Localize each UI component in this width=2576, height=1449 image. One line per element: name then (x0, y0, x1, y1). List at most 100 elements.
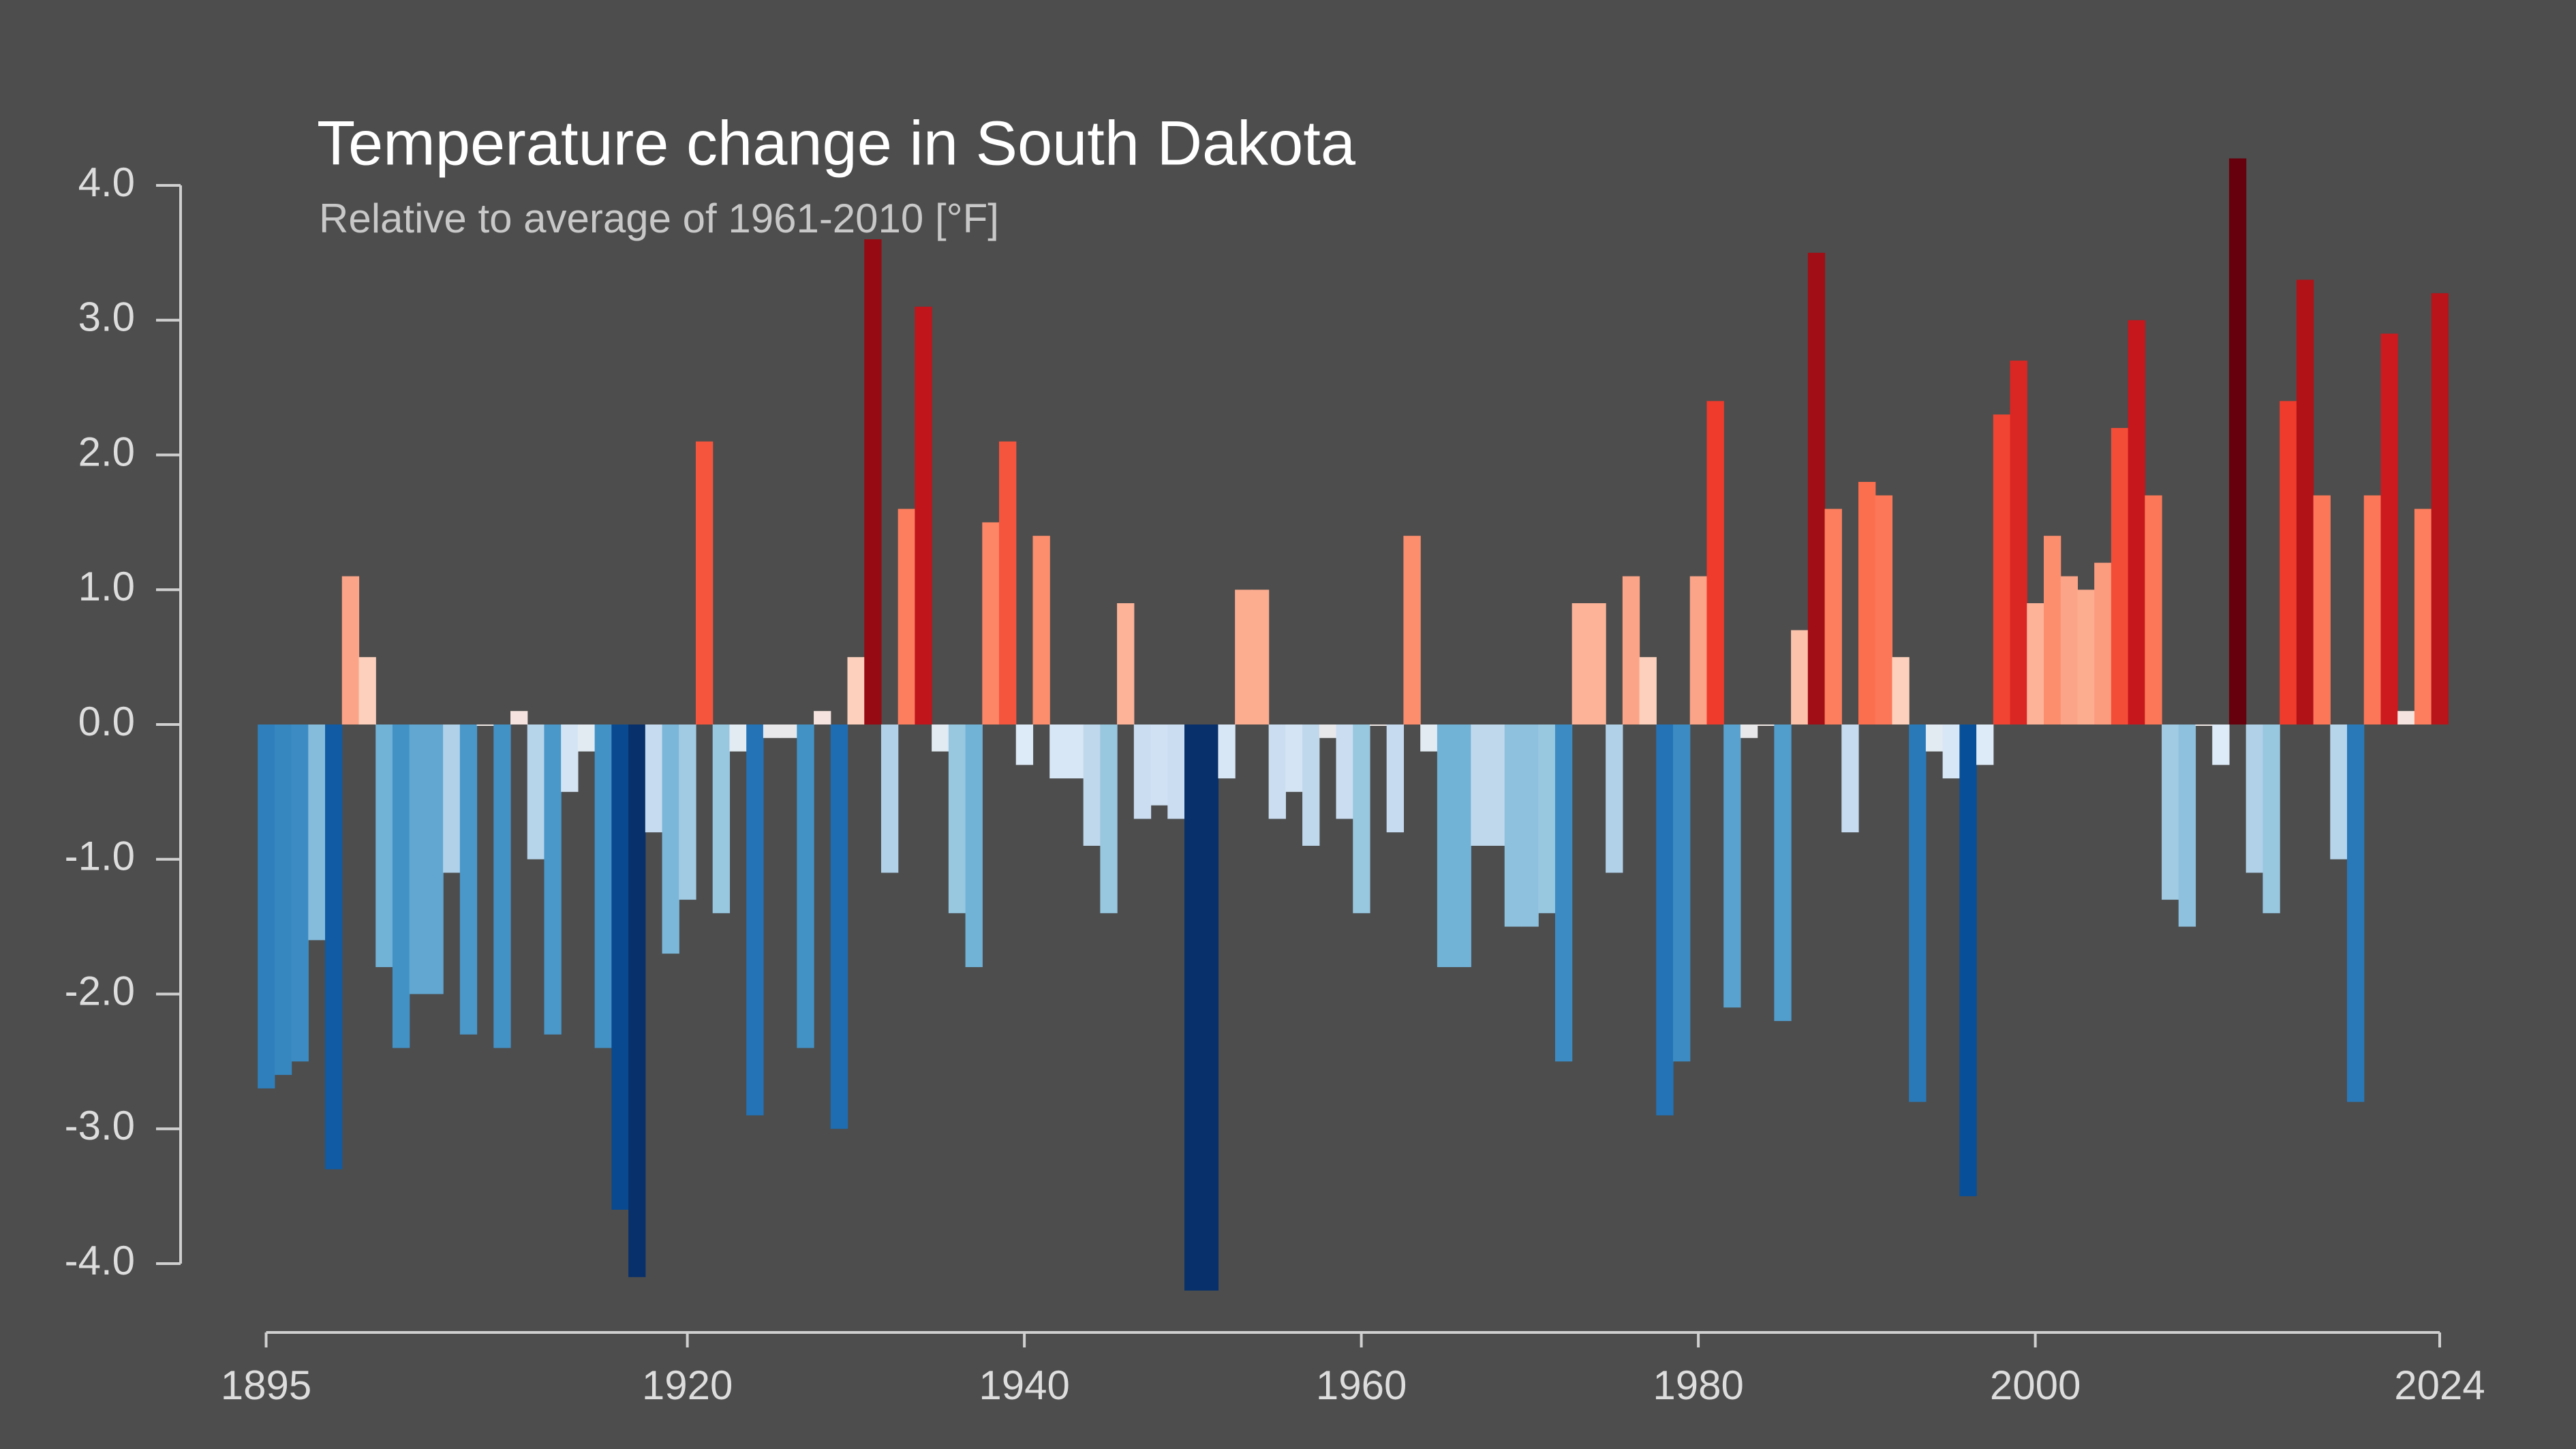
bar (2077, 590, 2095, 724)
bar (2145, 495, 2162, 724)
bar (932, 724, 949, 752)
bar (426, 724, 444, 994)
bar (1150, 724, 1168, 806)
bar (1925, 724, 1944, 752)
bar (2043, 536, 2061, 724)
bar (645, 724, 663, 833)
bar (577, 724, 596, 752)
bar (695, 441, 714, 724)
bar (1723, 724, 1741, 1008)
bar (1757, 724, 1775, 726)
bar (2313, 495, 2331, 724)
y-tick-label: -3.0 (65, 1103, 135, 1148)
bar (1892, 657, 1910, 724)
bar (1538, 724, 1556, 913)
bar (1083, 724, 1101, 846)
bar (2010, 361, 2027, 724)
bar (2263, 724, 2280, 913)
bar (1807, 252, 1826, 724)
bar (1049, 724, 1067, 779)
bar (712, 724, 731, 913)
bar (493, 724, 511, 1048)
bar (291, 724, 309, 1062)
bar (1285, 724, 1303, 792)
x-tick-label: 1920 (642, 1362, 733, 1408)
bar (1032, 536, 1050, 724)
bar (308, 724, 326, 941)
bar (1420, 724, 1438, 752)
bar (2195, 724, 2213, 726)
bar (2296, 279, 2314, 724)
bar (880, 724, 899, 873)
bar (1386, 724, 1405, 833)
x-tick-label: 1940 (979, 1362, 1069, 1408)
bar (1824, 508, 1842, 724)
bar (915, 306, 932, 725)
bar (325, 724, 343, 1170)
bar (1353, 724, 1370, 913)
bar (2280, 401, 2297, 724)
bar (1740, 724, 1758, 738)
bar (1622, 576, 1640, 724)
bar (2363, 495, 2382, 724)
bar (1133, 724, 1152, 819)
bar (847, 657, 865, 724)
bar (1117, 603, 1135, 724)
x-tick-label: 1980 (1653, 1362, 1743, 1408)
chart-title: Temperature change in South Dakota (317, 108, 1356, 178)
bar (948, 724, 966, 913)
bar (763, 724, 781, 738)
bar (375, 724, 393, 967)
bar (2397, 711, 2415, 724)
bar (1302, 724, 1320, 846)
bar (2027, 603, 2044, 724)
bar (2414, 508, 2432, 724)
bar (1875, 495, 1893, 724)
bar (1689, 576, 1708, 724)
bar (1673, 724, 1691, 1062)
bar (2178, 724, 2196, 927)
bar (814, 711, 831, 724)
bar (1369, 724, 1387, 726)
bar (1319, 724, 1337, 738)
bar (2330, 724, 2348, 859)
bar (999, 441, 1017, 724)
x-tick-label: 2000 (1990, 1362, 2081, 1408)
bar (544, 724, 562, 1035)
bar (1488, 724, 1505, 846)
bar (1774, 724, 1792, 1022)
x-tick-label: 2024 (2394, 1362, 2485, 1408)
bar (2380, 333, 2398, 724)
bar (476, 724, 494, 726)
bar (1554, 724, 1573, 1062)
bar (1639, 657, 1657, 724)
bar (2162, 724, 2179, 900)
y-tick-label: 2.0 (78, 429, 135, 474)
bar (1066, 724, 1084, 779)
bar (2094, 562, 2112, 724)
y-tick-label: 3.0 (78, 294, 135, 340)
bar (1454, 724, 1471, 967)
bar (1656, 724, 1674, 1116)
bar (1521, 724, 1539, 927)
bar (1571, 603, 1589, 724)
bar (1336, 724, 1353, 819)
bar (1841, 724, 1859, 833)
bar (1791, 630, 1809, 724)
y-tick-label: -2.0 (65, 968, 135, 1013)
bar (594, 724, 612, 1048)
y-tick-label: 0.0 (78, 699, 135, 744)
bar (2347, 724, 2365, 1102)
bar (1235, 590, 1253, 724)
bar (797, 724, 814, 1048)
bar (409, 724, 427, 994)
bar (392, 724, 410, 1048)
y-tick-label: 1.0 (78, 564, 135, 609)
bar (1942, 724, 1960, 779)
bar (729, 724, 747, 752)
bar (1403, 536, 1421, 724)
bar (1589, 603, 1606, 724)
bar (1167, 724, 1185, 819)
bar (1706, 401, 1724, 724)
bar (662, 724, 679, 954)
